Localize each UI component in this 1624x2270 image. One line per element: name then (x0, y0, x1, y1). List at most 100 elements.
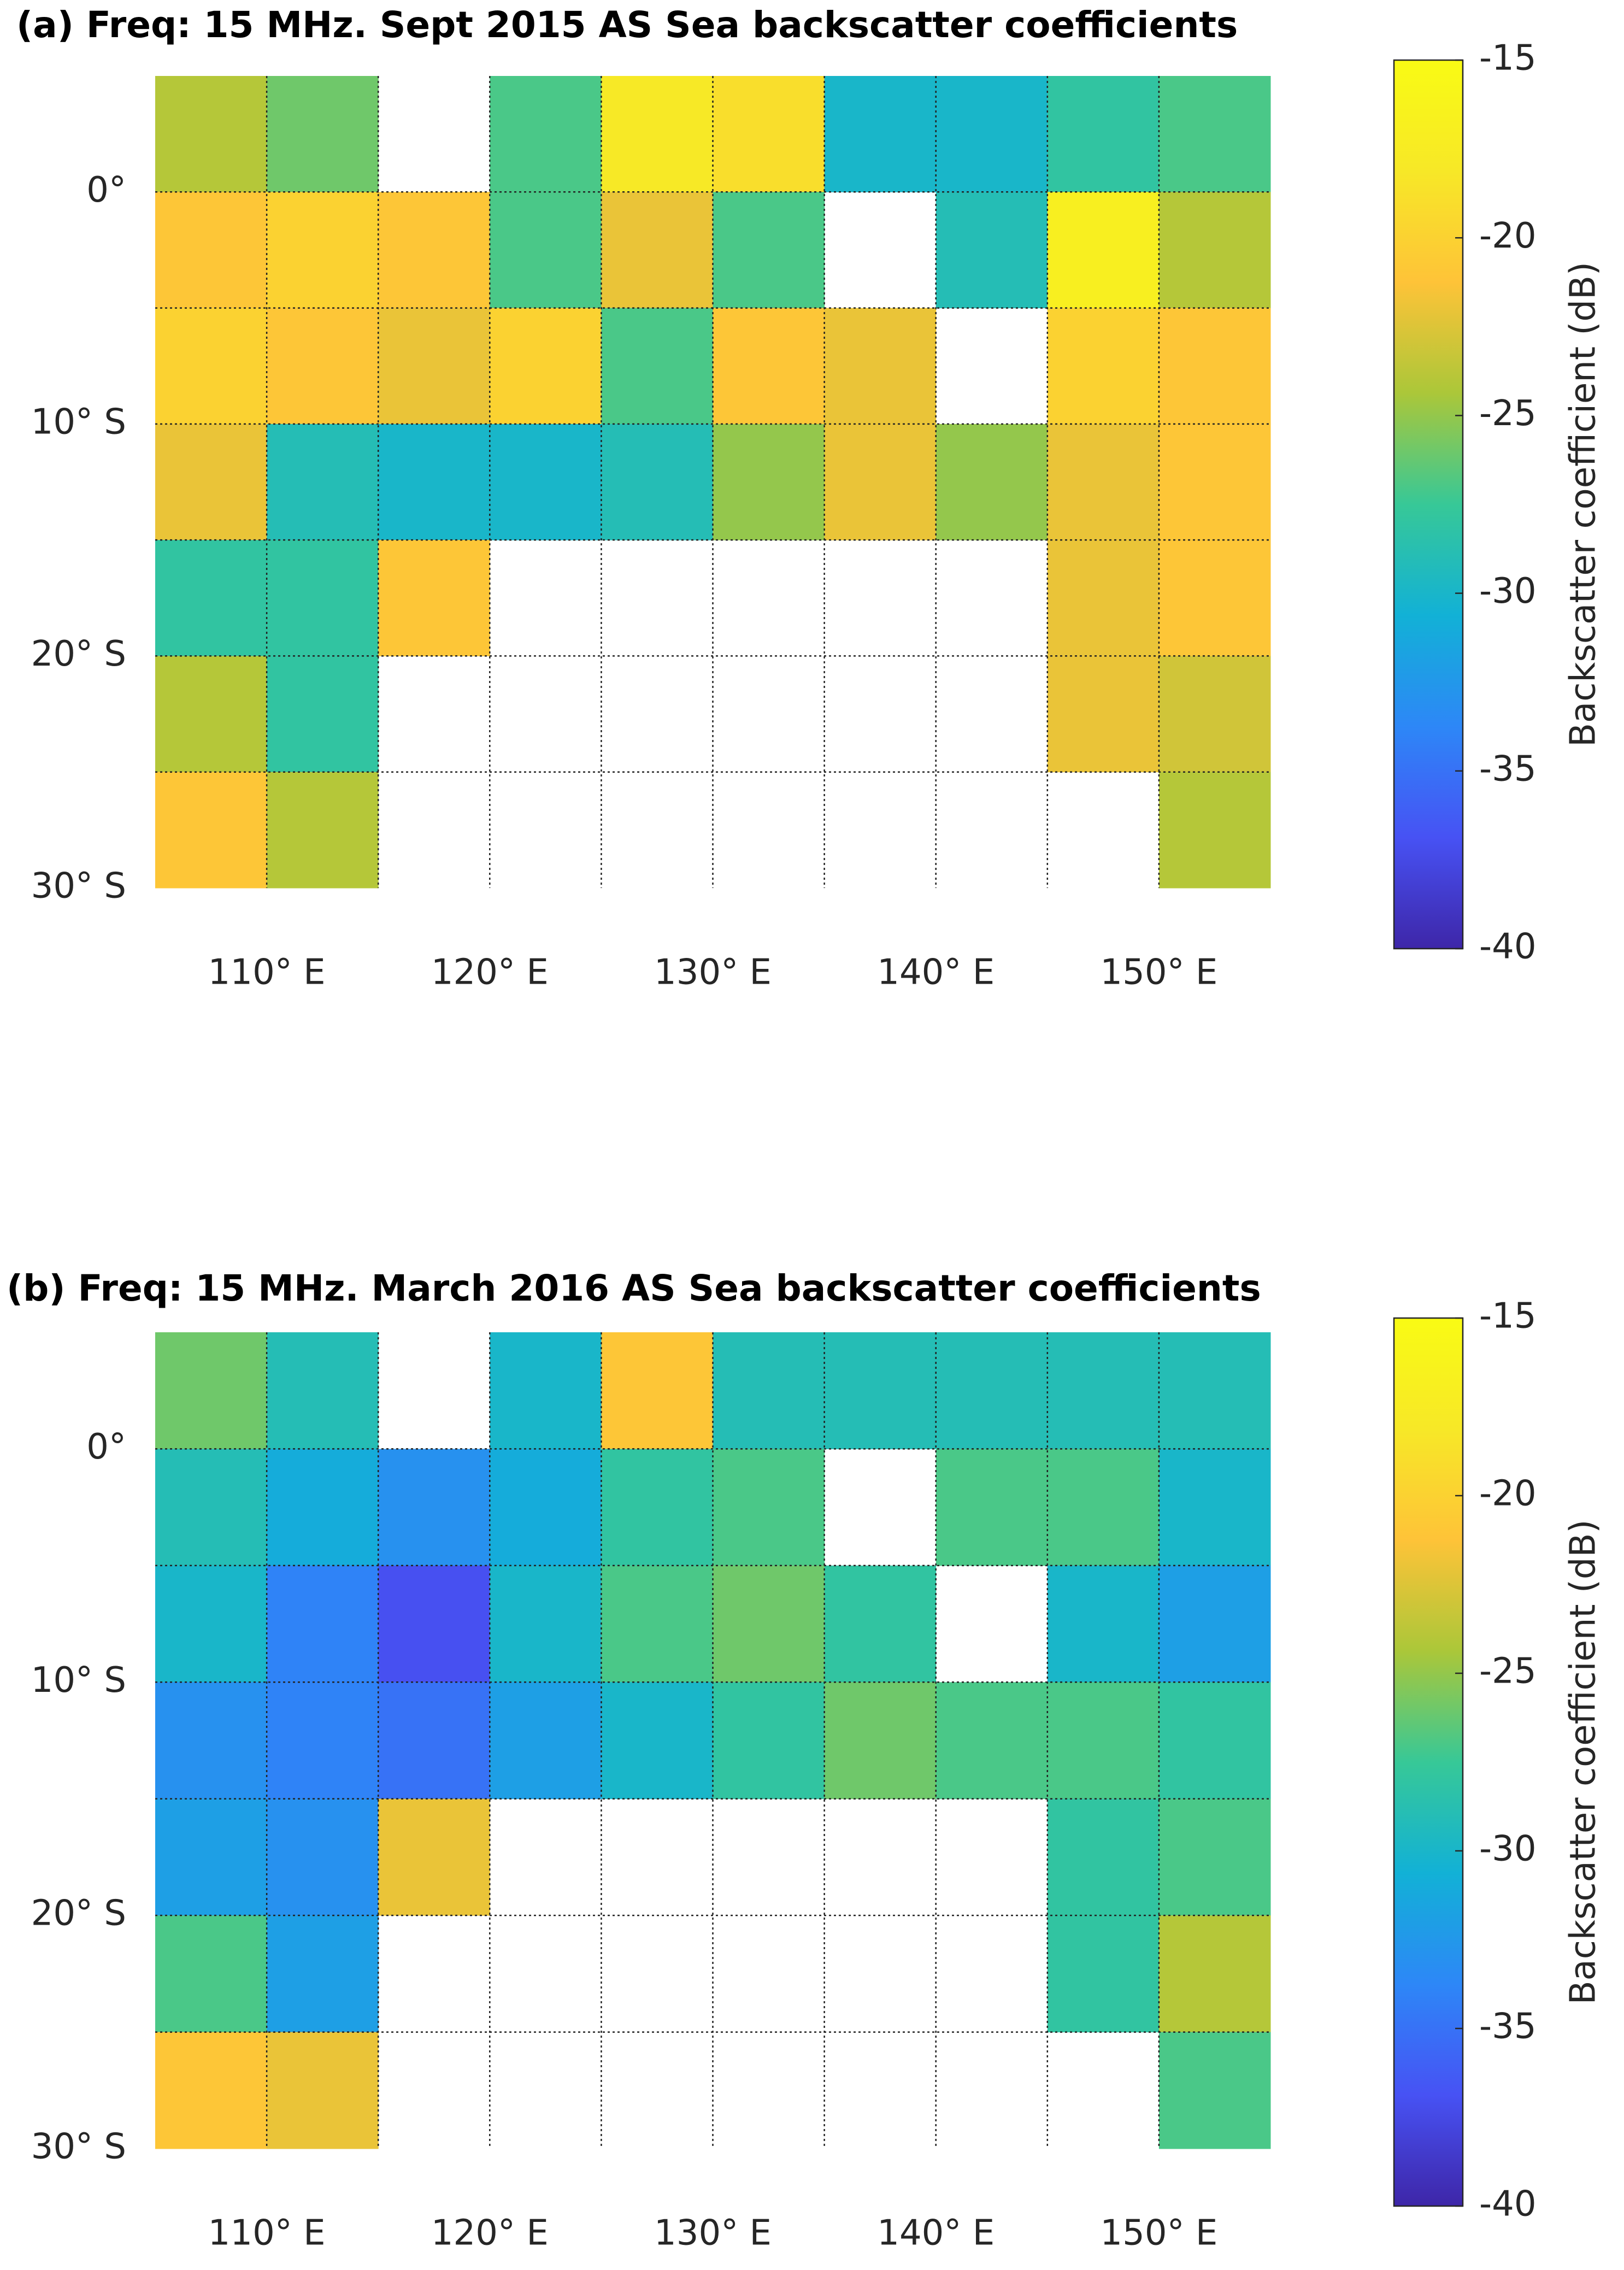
heat-cell (1047, 1682, 1160, 1799)
y-tick-label: 10° S (31, 1660, 126, 1701)
heat-cell (601, 1565, 713, 1683)
colorbar-label: Backscatter coefficient (dB) (1563, 1520, 1604, 2005)
heat-cell (1047, 1798, 1160, 1916)
colorbar (1393, 59, 1464, 950)
heat-cell (1158, 656, 1271, 773)
heat-cell (267, 1915, 379, 2033)
heat-cell (155, 1798, 267, 1916)
heat-cell (601, 1449, 713, 1566)
heat-cell (490, 308, 602, 425)
heat-cell (601, 1682, 713, 1799)
y-tick-label: 0° (86, 170, 126, 210)
colorbar-label: Backscatter coefficient (dB) (1563, 262, 1604, 747)
heat-cell (601, 192, 713, 309)
heat-cell (1158, 1565, 1271, 1683)
heat-cell (490, 1449, 602, 1566)
y-tick-label: 10° S (31, 402, 126, 442)
chart-title: (b) Freq: 15 MHz. March 2016 AS Sea back… (7, 1267, 1261, 1309)
heat-cell (267, 656, 379, 773)
heat-cell (935, 1449, 1048, 1566)
heat-cell (378, 1682, 490, 1799)
heat-cell (601, 424, 713, 540)
heat-cell (1047, 1449, 1160, 1566)
heat-cell (713, 76, 825, 192)
heat-cell (267, 76, 379, 192)
heat-cell (378, 192, 490, 309)
colorbar-tick-label: -25 (1479, 1651, 1537, 1692)
x-tick-label: 120° E (431, 952, 549, 993)
heat-cell (935, 1682, 1048, 1799)
heat-cell (1047, 1332, 1160, 1449)
heat-cell (713, 1449, 825, 1566)
heat-cell (1047, 1565, 1160, 1683)
heat-cell (1047, 76, 1160, 192)
heat-cell (267, 2032, 379, 2149)
heat-cell (713, 308, 825, 425)
heat-cell (713, 1332, 825, 1449)
heat-cell (267, 1565, 379, 1683)
heat-cell (824, 1565, 937, 1683)
heat-cell (267, 1449, 379, 1566)
heat-cell (824, 1332, 937, 1449)
heat-cell (267, 192, 379, 309)
heat-cell (713, 1682, 825, 1799)
heat-cell (1158, 1332, 1271, 1449)
heat-cell (713, 192, 825, 309)
heat-cell (155, 2032, 267, 2149)
y-tick-label: 30° S (31, 2127, 126, 2167)
heat-cell (378, 308, 490, 425)
heat-cell (1047, 656, 1160, 773)
heat-cell (155, 192, 267, 309)
x-tick-label: 140° E (877, 2213, 995, 2254)
x-tick-label: 120° E (431, 2213, 549, 2254)
x-tick-label: 110° E (208, 2213, 326, 2254)
heat-cell (155, 1449, 267, 1566)
x-tick-label: 130° E (654, 2213, 772, 2254)
heat-cell (155, 308, 267, 425)
heat-cell (1158, 192, 1271, 309)
heat-cell (1158, 540, 1271, 656)
heat-cell (490, 1682, 602, 1799)
heat-cell (935, 424, 1048, 540)
heat-cell (1047, 540, 1160, 656)
colorbar-tick-label: -30 (1479, 1829, 1537, 1869)
heat-cell (1158, 424, 1271, 540)
heat-cell (1158, 308, 1271, 425)
heat-cell (267, 308, 379, 425)
heat-cell (490, 1332, 602, 1449)
heat-cell (1047, 192, 1160, 309)
heat-cell (155, 656, 267, 773)
colorbar (1393, 1317, 1464, 2207)
heat-cell (155, 76, 267, 192)
heat-cell (601, 308, 713, 425)
heat-cell (824, 424, 937, 540)
heat-cell (1158, 772, 1271, 889)
x-tick-label: 130° E (654, 952, 772, 993)
heat-cell (267, 1682, 379, 1799)
colorbar-tick-label: -15 (1479, 38, 1537, 79)
y-tick-label: 20° S (31, 1893, 126, 1934)
x-tick-label: 150° E (1100, 2213, 1217, 2254)
heat-cell (267, 1332, 379, 1449)
heat-cell (490, 1565, 602, 1683)
x-tick-label: 110° E (208, 952, 326, 993)
heat-cell (155, 1332, 267, 1449)
colorbar-tick-label: -20 (1479, 216, 1537, 256)
heat-cell (1158, 1915, 1271, 2033)
heat-cell (267, 540, 379, 656)
y-tick-label: 20° S (31, 634, 126, 674)
heat-cell (267, 424, 379, 540)
heat-cell (824, 1682, 937, 1799)
heat-cell (1158, 1449, 1271, 1566)
heat-cell (1158, 1682, 1271, 1799)
heat-cell (601, 76, 713, 192)
heat-cell (824, 76, 937, 192)
heat-cell (155, 424, 267, 540)
heat-cell (378, 1565, 490, 1683)
y-tick-label: 30° S (31, 866, 126, 907)
heat-cell (935, 76, 1048, 192)
heat-cell (155, 1565, 267, 1683)
heat-cell (824, 308, 937, 425)
